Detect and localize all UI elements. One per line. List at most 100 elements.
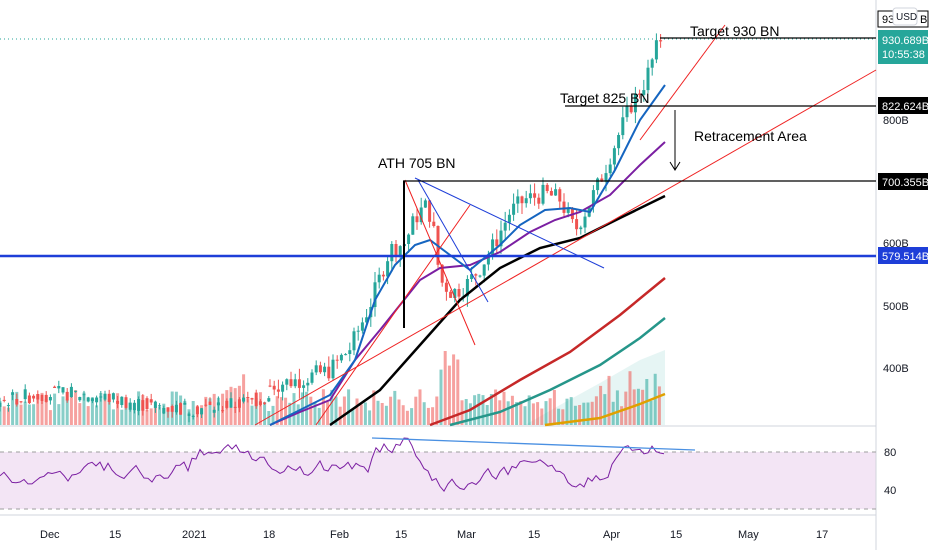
time-axis[interactable]: Dec 15 2021 18 Feb 15 Mar 15 Apr 15 May … <box>40 529 828 541</box>
candle-body <box>390 244 394 262</box>
volume-bar <box>48 410 52 425</box>
ma-orange <box>544 392 666 427</box>
last-price-time: 10:55:38 <box>882 49 925 61</box>
candle-body <box>621 117 625 136</box>
candle-body <box>659 40 663 42</box>
volume-bar <box>641 389 645 425</box>
volume-bar <box>590 401 594 425</box>
candle-body <box>212 409 216 413</box>
candle-body <box>107 393 111 402</box>
blue-wedge-upper <box>414 177 605 269</box>
volume-bar <box>594 396 598 425</box>
candle-body <box>344 354 348 356</box>
currency-button[interactable] <box>892 7 918 26</box>
volume-bar <box>347 389 351 425</box>
volume-bar <box>548 398 552 425</box>
red-trendline-down <box>404 179 476 346</box>
candle-body <box>297 379 301 388</box>
volume-bar <box>359 404 363 425</box>
candle-body <box>78 397 82 401</box>
candle-body <box>327 366 331 379</box>
candle-body <box>474 274 478 276</box>
volume-bar <box>393 390 397 425</box>
top-tag-text: 93 <box>882 14 894 26</box>
candle-body <box>415 216 419 223</box>
candle-body <box>486 255 490 265</box>
volume-bar <box>368 410 372 425</box>
volume-bar <box>494 389 498 425</box>
volume-bar <box>452 354 456 425</box>
volume-bar <box>321 389 325 425</box>
candle-body <box>86 397 90 402</box>
candle-body <box>528 193 532 199</box>
volume-bar <box>11 393 15 425</box>
candle-body <box>95 397 99 403</box>
volume-bar <box>380 403 384 425</box>
volume-bar <box>523 406 527 425</box>
candle-body <box>465 279 469 297</box>
volume-bar <box>456 359 460 425</box>
time-tick-feb: Feb <box>330 529 349 541</box>
price-tick-800: 800B <box>883 115 909 127</box>
candle-body <box>348 350 352 354</box>
candle-body <box>242 397 246 402</box>
candle-body <box>170 406 174 412</box>
candle-body <box>162 408 166 414</box>
candle-body <box>153 401 157 408</box>
main-pane[interactable] <box>0 0 876 425</box>
volume-bar <box>90 397 94 425</box>
candle-body <box>423 200 427 208</box>
candle-body <box>61 387 65 393</box>
volume-bar <box>216 397 220 425</box>
candle-body <box>237 399 241 408</box>
candle-body <box>558 189 562 202</box>
volume-bar <box>422 402 426 425</box>
volume-bar <box>149 408 153 425</box>
ma-black <box>329 194 666 427</box>
candle-body <box>293 379 297 387</box>
candle-body <box>111 393 115 400</box>
candle-body <box>166 407 170 412</box>
annotation-ath: ATH 705 BN <box>378 155 456 171</box>
volume-bar <box>519 401 523 425</box>
candle-body <box>137 399 141 411</box>
candle-body <box>36 394 40 400</box>
volume-bar <box>569 397 573 425</box>
candle-body <box>44 394 48 402</box>
volume-bar <box>515 402 519 425</box>
volume-bar <box>443 351 447 425</box>
volume-bar <box>426 407 430 425</box>
candle-body <box>272 385 276 390</box>
ma-red <box>429 277 666 427</box>
candle-body <box>15 399 19 405</box>
candle-body <box>302 385 306 388</box>
volume-bar <box>57 404 61 425</box>
volume-bar <box>208 398 212 425</box>
candle-body <box>53 386 57 388</box>
rsi-band <box>0 452 876 509</box>
price-tick-500: 500B <box>883 301 909 313</box>
candle-body <box>356 330 360 332</box>
candle-body <box>575 219 579 230</box>
candle-body <box>608 164 612 174</box>
volume-bar <box>607 375 611 425</box>
volume-bar <box>384 405 388 425</box>
candle-body <box>208 401 212 405</box>
candle-body <box>482 264 486 276</box>
price-axis[interactable]: 400B 500B 600B 800B 93 B USD 930.689B 10… <box>877 7 929 497</box>
volume-bar <box>95 405 99 425</box>
candle-body <box>491 239 495 255</box>
volume-bar <box>477 393 481 425</box>
annotation-target-930: Target 930 BN <box>690 23 780 39</box>
top-tag-suffix: B <box>920 14 927 26</box>
volume-bar <box>32 404 36 425</box>
volume-bar <box>405 410 409 425</box>
price-tag-822-text: 822.624B <box>882 101 929 113</box>
volume-bar <box>258 392 262 425</box>
time-tick-apr: Apr <box>603 529 620 541</box>
candle-body <box>495 239 499 247</box>
candle-body <box>0 402 2 407</box>
volume-bar <box>586 402 590 425</box>
volume-bar <box>355 398 359 425</box>
